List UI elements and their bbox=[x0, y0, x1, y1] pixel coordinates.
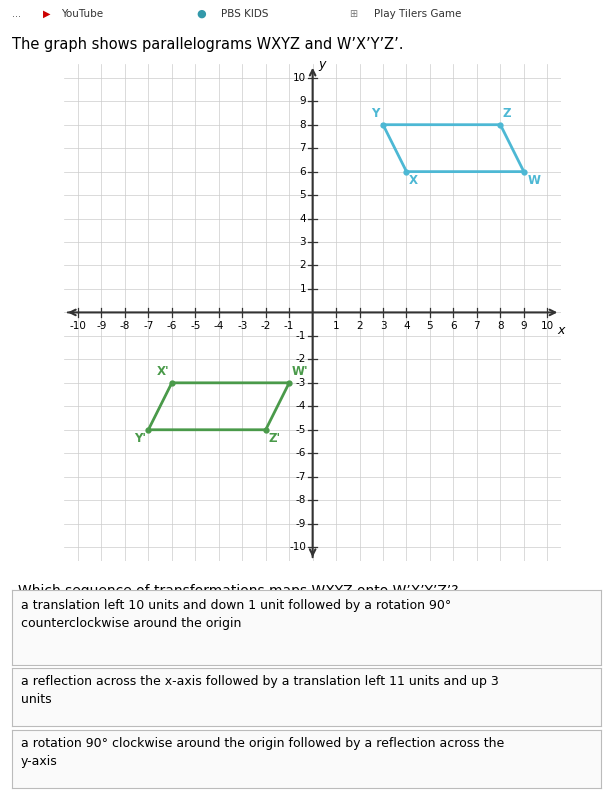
Text: -5: -5 bbox=[190, 322, 200, 331]
Text: Z: Z bbox=[503, 107, 511, 120]
Text: 2: 2 bbox=[299, 260, 306, 271]
Text: 2: 2 bbox=[356, 322, 363, 331]
Text: a reflection across the x-axis followed by a translation left 11 units and up 3
: a reflection across the x-axis followed … bbox=[21, 675, 499, 706]
Text: 4: 4 bbox=[403, 322, 410, 331]
Text: -8: -8 bbox=[120, 322, 130, 331]
Text: 3: 3 bbox=[379, 322, 386, 331]
Text: -1: -1 bbox=[284, 322, 294, 331]
Text: ▶: ▶ bbox=[43, 9, 50, 19]
Text: 7: 7 bbox=[474, 322, 480, 331]
Text: 10: 10 bbox=[293, 72, 306, 83]
Text: X': X' bbox=[157, 365, 169, 378]
Text: -9: -9 bbox=[96, 322, 107, 331]
Text: -4: -4 bbox=[295, 401, 306, 412]
Text: -1: -1 bbox=[295, 331, 306, 341]
Text: -6: -6 bbox=[295, 448, 306, 458]
Text: -2: -2 bbox=[295, 354, 306, 365]
Text: 5: 5 bbox=[427, 322, 433, 331]
Text: ⊞: ⊞ bbox=[349, 9, 357, 19]
Text: 4: 4 bbox=[299, 213, 306, 224]
Text: 10: 10 bbox=[541, 322, 554, 331]
Text: Y: Y bbox=[371, 107, 379, 120]
Text: PBS KIDS: PBS KIDS bbox=[221, 9, 268, 19]
Text: -10: -10 bbox=[69, 322, 86, 331]
Text: -9: -9 bbox=[295, 519, 306, 529]
Text: Z': Z' bbox=[268, 432, 280, 445]
Text: -3: -3 bbox=[295, 378, 306, 388]
Text: x: x bbox=[557, 324, 565, 338]
Text: 5: 5 bbox=[299, 190, 306, 200]
Text: ...: ... bbox=[12, 9, 21, 19]
Text: 1: 1 bbox=[333, 322, 340, 331]
Text: Which sequence of transformations maps WXYZ onto W’X’Y’Z’?: Which sequence of transformations maps W… bbox=[18, 584, 459, 598]
Text: 1: 1 bbox=[299, 284, 306, 294]
Text: -2: -2 bbox=[261, 322, 271, 331]
Text: The graph shows parallelograms WXYZ and W’X’Y’Z’.: The graph shows parallelograms WXYZ and … bbox=[12, 37, 404, 52]
Text: X: X bbox=[409, 174, 418, 187]
Text: 9: 9 bbox=[520, 322, 527, 331]
Text: -4: -4 bbox=[213, 322, 224, 331]
Text: -7: -7 bbox=[295, 472, 306, 482]
Text: W: W bbox=[527, 174, 540, 187]
Text: a translation left 10 units and down 1 unit followed by a rotation 90°
countercl: a translation left 10 units and down 1 u… bbox=[21, 599, 451, 630]
Text: W': W' bbox=[292, 365, 308, 378]
Text: Y': Y' bbox=[134, 432, 146, 445]
Text: -5: -5 bbox=[295, 425, 306, 435]
Text: 8: 8 bbox=[299, 119, 306, 130]
Text: 3: 3 bbox=[299, 237, 306, 247]
Text: 9: 9 bbox=[299, 96, 306, 106]
Text: ●: ● bbox=[196, 9, 206, 19]
Text: 7: 7 bbox=[299, 143, 306, 153]
Text: -7: -7 bbox=[143, 322, 153, 331]
Text: y: y bbox=[319, 57, 326, 71]
Text: 6: 6 bbox=[299, 166, 306, 177]
Text: -10: -10 bbox=[289, 542, 306, 552]
Text: 6: 6 bbox=[450, 322, 457, 331]
Text: -8: -8 bbox=[295, 495, 306, 505]
Text: -3: -3 bbox=[237, 322, 248, 331]
Text: Play Tilers Game: Play Tilers Game bbox=[374, 9, 462, 19]
Text: YouTube: YouTube bbox=[61, 9, 104, 19]
Text: -6: -6 bbox=[167, 322, 177, 331]
Text: 8: 8 bbox=[497, 322, 504, 331]
Text: a rotation 90° clockwise around the origin followed by a reflection across the
y: a rotation 90° clockwise around the orig… bbox=[21, 737, 504, 768]
